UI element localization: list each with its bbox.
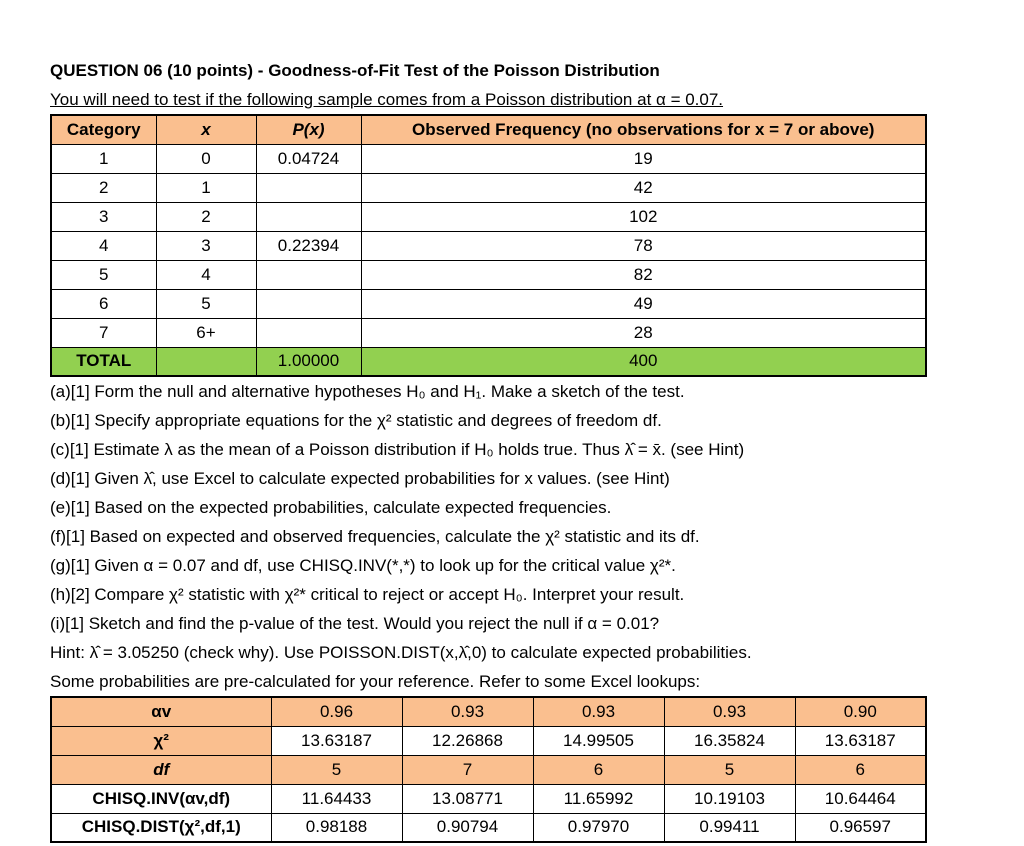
table-cell: 12.26868 bbox=[401, 725, 534, 756]
lookup-row-chisq-dist: CHISQ.DIST(χ²,df,1) 0.98188 0.90794 0.97… bbox=[50, 812, 927, 843]
lookup-row-label: αv bbox=[50, 696, 272, 727]
lookup-row-df: df 5 7 6 5 6 bbox=[50, 754, 927, 785]
table-cell: 11.64433 bbox=[270, 783, 403, 814]
table-cell: 6+ bbox=[155, 317, 257, 348]
table-cell: 13.63187 bbox=[270, 725, 403, 756]
table-cell: 78 bbox=[360, 230, 927, 261]
lookup-row-label: CHISQ.DIST(χ²,df,1) bbox=[50, 812, 272, 843]
table-cell: 0.04724 bbox=[255, 143, 362, 174]
table-cell: 4 bbox=[155, 259, 257, 290]
lookup-row-chisq-inv: CHISQ.INV(αv,df) 11.64433 13.08771 11.65… bbox=[50, 783, 927, 814]
table-cell: 0.98188 bbox=[270, 812, 403, 843]
table-row: 4 3 0.22394 78 bbox=[50, 230, 927, 261]
table-cell bbox=[255, 172, 362, 203]
table-cell: 42 bbox=[360, 172, 927, 203]
table-cell: 13.08771 bbox=[401, 783, 534, 814]
task-item-f: (f)[1] Based on expected and observed fr… bbox=[50, 527, 700, 546]
col-header-observed-frequency: Observed Frequency (no observations for … bbox=[360, 114, 927, 145]
table-cell: 7 bbox=[401, 754, 534, 785]
total-label: TOTAL bbox=[50, 346, 157, 377]
table-cell: 14.99505 bbox=[532, 725, 665, 756]
col-header-px: P(x) bbox=[255, 114, 362, 145]
table-cell: 3 bbox=[50, 201, 157, 232]
table-cell: 1 bbox=[155, 172, 257, 203]
table-cell: 6 bbox=[50, 288, 157, 319]
table-cell bbox=[255, 288, 362, 319]
col-header-x: x bbox=[155, 114, 257, 145]
total-row: TOTAL 1.00000 400 bbox=[50, 346, 927, 377]
table-cell: 0.96597 bbox=[794, 812, 927, 843]
task-item-d: (d)[1] Given λ̂, use Excel to calculate … bbox=[50, 469, 670, 488]
lookup-row-label: df bbox=[50, 754, 272, 785]
lookup-row-alpha: αv 0.96 0.93 0.93 0.93 0.90 bbox=[50, 696, 927, 727]
task-item-i: (i)[1] Sketch and find the p-value of th… bbox=[50, 614, 660, 633]
table-cell: 6 bbox=[532, 754, 665, 785]
table-cell: 4 bbox=[50, 230, 157, 261]
total-frequency: 400 bbox=[360, 346, 927, 377]
task-item-h: (h)[2] Compare χ² statistic with χ²* cri… bbox=[50, 585, 685, 604]
table-cell: 16.35824 bbox=[663, 725, 796, 756]
table-cell: 49 bbox=[360, 288, 927, 319]
lookup-intro-text: Some probabilities are pre-calculated fo… bbox=[50, 672, 701, 691]
col-header-category: Category bbox=[50, 114, 157, 145]
task-item-e: (e)[1] Based on the expected probabiliti… bbox=[50, 498, 612, 517]
table-cell: 3 bbox=[155, 230, 257, 261]
table-row: 7 6+ 28 bbox=[50, 317, 927, 348]
hint-text: Hint: λ̂ = 3.05250 (check why). Use POIS… bbox=[50, 643, 752, 662]
table-cell: 0.22394 bbox=[255, 230, 362, 261]
table-cell: 5 bbox=[50, 259, 157, 290]
table-cell: 0.93 bbox=[663, 696, 796, 727]
table-row: 3 2 102 bbox=[50, 201, 927, 232]
lookup-row-label: χ² bbox=[50, 725, 272, 756]
task-item-a: (a)[1] Form the null and alternative hyp… bbox=[50, 382, 685, 401]
document-content: QUESTION 06 (10 points) - Goodness-of-Fi… bbox=[50, 56, 927, 843]
table-cell: 0 bbox=[155, 143, 257, 174]
excel-lookup-table: αv 0.96 0.93 0.93 0.93 0.90 χ² 13.63187 … bbox=[50, 696, 927, 843]
table-cell: 10.19103 bbox=[663, 783, 796, 814]
lookup-row-label: CHISQ.INV(αv,df) bbox=[50, 783, 272, 814]
total-probability: 1.00000 bbox=[255, 346, 362, 377]
lookup-row-chi-square: χ² 13.63187 12.26868 14.99505 16.35824 1… bbox=[50, 725, 927, 756]
table-cell: 1 bbox=[50, 143, 157, 174]
task-item-g: (g)[1] Given α = 0.07 and df, use CHISQ.… bbox=[50, 556, 676, 575]
question-title: QUESTION 06 (10 points) - Goodness-of-Fi… bbox=[50, 61, 660, 80]
table-cell: 0.96 bbox=[270, 696, 403, 727]
table-cell: 13.63187 bbox=[794, 725, 927, 756]
table-cell: 5 bbox=[270, 754, 403, 785]
table-cell: 10.64464 bbox=[794, 783, 927, 814]
table-cell: 2 bbox=[155, 201, 257, 232]
document-page: QUESTION 06 (10 points) - Goodness-of-Fi… bbox=[50, 56, 927, 843]
task-item-b: (b)[1] Specify appropriate equations for… bbox=[50, 411, 662, 430]
table-cell: 5 bbox=[155, 288, 257, 319]
table-cell bbox=[255, 259, 362, 290]
table-row: 5 4 82 bbox=[50, 259, 927, 290]
frequency-table: Category x P(x) Observed Frequency (no o… bbox=[50, 114, 927, 377]
task-list: (a)[1] Form the null and alternative hyp… bbox=[50, 377, 925, 638]
table-cell: 5 bbox=[663, 754, 796, 785]
intro-text: You will need to test if the following s… bbox=[50, 90, 724, 109]
table-row: 2 1 42 bbox=[50, 172, 927, 203]
table-cell: 102 bbox=[360, 201, 927, 232]
table-cell: 2 bbox=[50, 172, 157, 203]
table-cell: 0.93 bbox=[532, 696, 665, 727]
table-cell: 0.97970 bbox=[532, 812, 665, 843]
frequency-table-header-row: Category x P(x) Observed Frequency (no o… bbox=[50, 114, 927, 145]
table-row: 1 0 0.04724 19 bbox=[50, 143, 927, 174]
table-cell: 0.90794 bbox=[401, 812, 534, 843]
table-cell: 0.90 bbox=[794, 696, 927, 727]
table-cell: 11.65992 bbox=[532, 783, 665, 814]
table-cell: 28 bbox=[360, 317, 927, 348]
table-cell bbox=[255, 201, 362, 232]
table-cell: 7 bbox=[50, 317, 157, 348]
table-cell bbox=[255, 317, 362, 348]
table-cell: 19 bbox=[360, 143, 927, 174]
table-cell bbox=[155, 346, 257, 377]
table-row: 6 5 49 bbox=[50, 288, 927, 319]
table-cell: 0.93 bbox=[401, 696, 534, 727]
table-cell: 0.99411 bbox=[663, 812, 796, 843]
task-item-c: (c)[1] Estimate λ as the mean of a Poiss… bbox=[50, 440, 745, 459]
table-cell: 6 bbox=[794, 754, 927, 785]
table-cell: 82 bbox=[360, 259, 927, 290]
